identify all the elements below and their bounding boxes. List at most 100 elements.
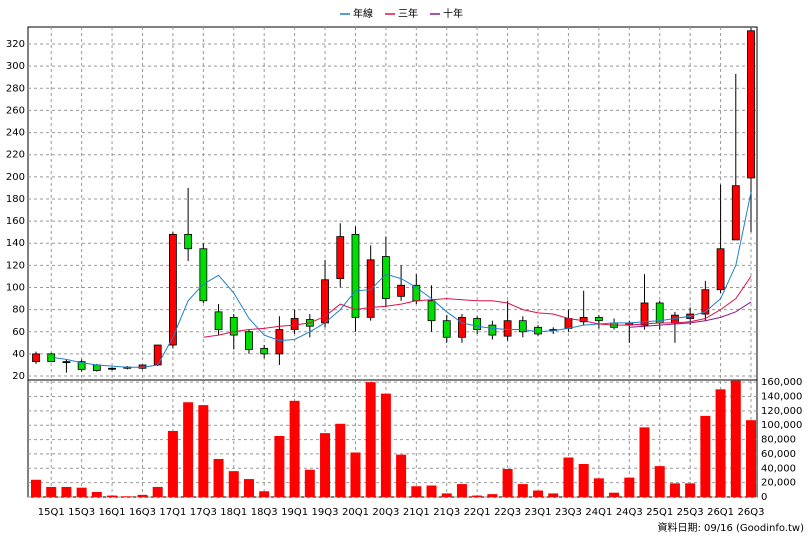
candle-body: [731, 185, 740, 241]
x-tick-label: 25Q3: [677, 507, 704, 518]
y2-tick-label: 60,000: [761, 449, 796, 460]
volume-bar: [304, 469, 315, 497]
volume-bar: [487, 494, 498, 497]
candle-body: [290, 318, 299, 330]
y2-tick-label: 40,000: [761, 463, 796, 474]
candle-body: [503, 320, 512, 337]
candle-body: [184, 233, 193, 250]
volume-bar: [715, 389, 726, 497]
volume-bar: [669, 483, 680, 497]
volume-bar: [213, 458, 224, 497]
volume-bar: [274, 435, 285, 497]
plot-frame: [27, 26, 758, 498]
volume-bar: [502, 469, 513, 497]
volume-bar: [91, 491, 102, 497]
volume-bar: [746, 420, 756, 497]
candle-body: [458, 316, 466, 338]
volume-bar: [685, 483, 696, 497]
x-tick-label: 15Q3: [68, 507, 95, 518]
candle-body: [701, 289, 710, 315]
x-tick-label: 22Q1: [464, 507, 491, 518]
volume-bar: [609, 492, 620, 497]
candle-body: [214, 311, 223, 330]
volume-bar: [365, 382, 376, 497]
y-tick-label: 300: [6, 61, 25, 72]
volume-bar: [122, 496, 133, 497]
x-tick-label: 24Q1: [585, 507, 612, 518]
volume-bar: [107, 495, 118, 497]
volume-bar: [350, 452, 361, 497]
y-tick-label: 180: [6, 194, 25, 205]
x-tick-label: 23Q3: [555, 507, 582, 518]
y-tick-label: 240: [6, 128, 25, 139]
x-tick-label: 26Q1: [707, 507, 734, 518]
volume-bar: [639, 427, 650, 497]
volume-bar: [456, 484, 467, 497]
legend-label: 三年: [398, 7, 418, 20]
volume-bar: [411, 486, 422, 497]
candle-body: [92, 364, 101, 371]
candle-body: [427, 300, 436, 322]
y2-tick-label: 100,000: [761, 420, 802, 431]
x-tick-label: 15Q1: [38, 507, 65, 518]
volume-bar: [198, 405, 209, 497]
volume-bar: [426, 485, 437, 497]
candle-body: [275, 329, 284, 355]
y-tick-label: 160: [6, 216, 25, 227]
ma-line: [203, 276, 752, 338]
volume-bar: [517, 484, 528, 497]
x-tick-label: 22Q3: [494, 507, 521, 518]
volume-bar: [289, 400, 300, 497]
y-tick-label: 140: [6, 238, 25, 249]
candle-body: [640, 302, 649, 326]
y-tick-label: 20: [12, 371, 25, 382]
y2-tick-label: 160,000: [761, 377, 802, 388]
volume-bar: [654, 466, 665, 497]
candle-body: [260, 347, 269, 355]
volume-bar: [46, 486, 57, 497]
candle-body: [381, 256, 390, 299]
candle-body: [534, 326, 542, 335]
x-tick-label: 25Q1: [646, 507, 673, 518]
y2-tick-label: 0: [761, 492, 767, 503]
legend-label: 年線: [353, 7, 373, 20]
x-tick-label: 17Q3: [190, 507, 217, 518]
volume-bar: [593, 478, 604, 497]
ma-line: [51, 192, 752, 368]
date-note: 資料日期: 09/16 (Goodinfo.tw): [657, 521, 804, 534]
candle-body: [336, 236, 345, 280]
volume-bar: [228, 471, 239, 497]
y2-tick-label: 120,000: [761, 406, 802, 417]
candle-body: [351, 233, 360, 318]
candle-body: [199, 248, 208, 302]
volume-bar: [563, 457, 574, 497]
y2-tick-label: 20,000: [761, 478, 796, 489]
volume-bar: [335, 423, 346, 497]
y-tick-label: 220: [6, 150, 25, 161]
candle-body: [32, 353, 40, 363]
volume-bar: [137, 494, 148, 497]
candle-body: [229, 316, 238, 336]
y-tick-label: 80: [12, 305, 25, 316]
volume-bar: [152, 486, 163, 497]
x-tick-label: 23Q1: [525, 507, 552, 518]
candle-body: [518, 320, 527, 333]
x-tick-label: 20Q1: [342, 507, 369, 518]
candle-body: [564, 318, 573, 329]
candle-body: [108, 367, 116, 370]
y-tick-label: 40: [12, 349, 25, 360]
volume-bar: [578, 463, 589, 497]
volume-bar: [380, 393, 391, 497]
y-tick-label: 200: [6, 172, 25, 183]
x-tick-label: 26Q3: [738, 507, 765, 518]
x-tick-label: 21Q3: [433, 507, 460, 518]
y-tick-label: 100: [6, 282, 25, 293]
volume-bar: [243, 479, 254, 497]
legend-label: 十年: [443, 7, 463, 20]
candle-body: [366, 259, 375, 318]
candle-body: [62, 361, 71, 364]
x-tick-label: 17Q1: [159, 507, 186, 518]
y2-tick-label: 140,000: [761, 392, 802, 403]
volume-bar: [320, 433, 331, 497]
